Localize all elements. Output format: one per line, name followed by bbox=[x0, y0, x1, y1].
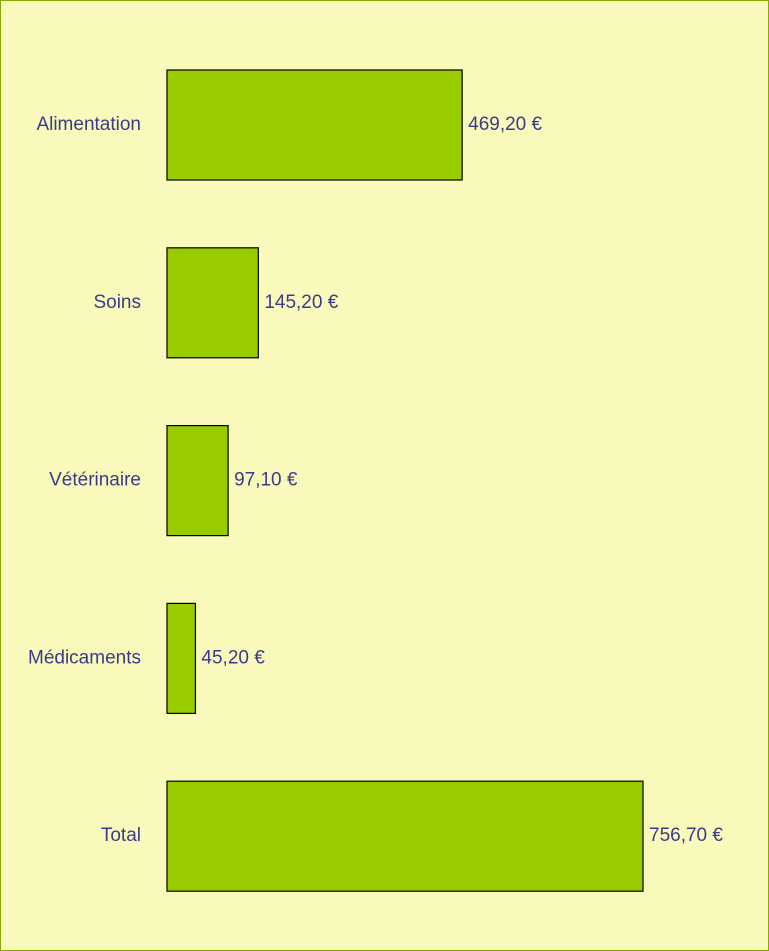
data-label: 45,20 € bbox=[201, 647, 265, 668]
y-tick-label: Alimentation bbox=[36, 114, 141, 135]
bar bbox=[166, 602, 197, 715]
bar bbox=[166, 69, 463, 181]
data-label: 97,10 € bbox=[234, 470, 298, 491]
bar bbox=[166, 780, 644, 892]
y-tick-label: Soins bbox=[93, 292, 141, 313]
data-label: 756,70 € bbox=[649, 825, 723, 846]
bar bbox=[166, 247, 259, 359]
bar bbox=[166, 425, 229, 537]
data-label: 469,20 € bbox=[468, 114, 542, 135]
y-tick-label: Total bbox=[101, 825, 141, 846]
y-tick-label: Médicaments bbox=[28, 647, 141, 668]
y-tick-label: Vétérinaire bbox=[49, 470, 141, 491]
data-label: 145,20 € bbox=[264, 292, 338, 313]
